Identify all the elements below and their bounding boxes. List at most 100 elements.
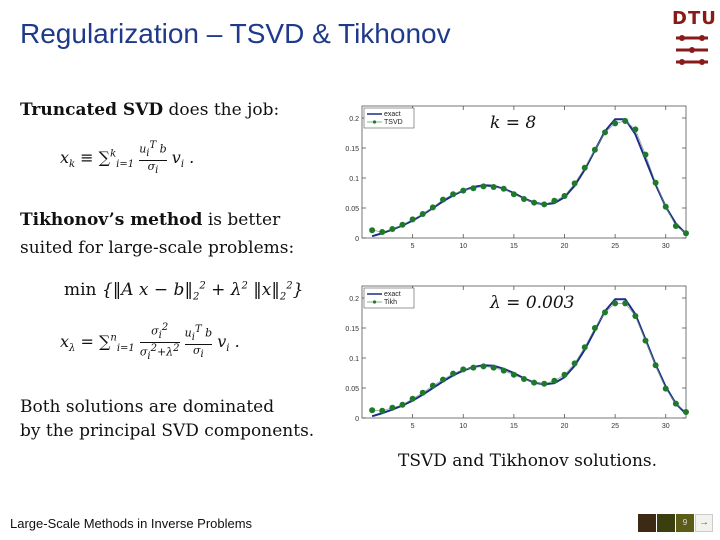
data-point [591,325,598,331]
data-point [531,379,538,386]
x-tick-label: 30 [662,243,670,250]
y-tick-label: 0 [355,416,359,423]
data-point [389,226,396,232]
data-point [541,201,548,208]
data-point [460,187,467,194]
chart-annotation: λ = 0.003 [489,293,575,313]
data-point [531,199,538,206]
x-tick-label: 5 [411,243,415,250]
nav-prev-button[interactable] [657,514,675,532]
both-line2: by the principal SVD components. [20,421,315,441]
series-line-exact [371,118,687,238]
data-point [409,395,416,402]
plot-frame [361,285,687,419]
data-point [612,300,619,307]
data-point [480,183,487,190]
data-point [369,407,376,414]
data-point [521,376,527,382]
nav-first-button[interactable] [638,514,656,532]
legend-label-approx: TSVD [384,119,403,126]
data-point [470,185,477,192]
data-point [500,367,507,374]
data-point [521,196,527,202]
data-point [672,223,679,229]
data-point [450,191,457,198]
tsvd-rest: does the job: [163,100,280,120]
chart-annotation: k = 8 [490,113,536,133]
tsvd-heading: Truncated SVD does the job: [20,100,279,120]
data-point [541,380,548,387]
data-point [490,364,497,371]
data-point [581,164,588,171]
x-tick-label: 25 [611,423,619,430]
data-point [450,370,457,377]
data-point [389,404,396,411]
x-tick-label: 20 [561,243,569,250]
legend-label-exact: exact [384,291,401,298]
figure-caption: TSVD and Tikhonov solutions. [398,451,658,471]
data-point [470,364,477,371]
data-point [399,221,406,228]
y-tick-label: 0.05 [345,386,359,393]
legend-box [363,107,415,129]
both-line1: Both solutions are dominated [20,397,275,417]
data-point [602,309,608,316]
nav-next-arrow-icon[interactable]: → [695,514,713,532]
tikh-rest: is better [202,210,281,230]
data-point [571,180,578,187]
data-point [561,371,568,378]
data-point [662,385,669,392]
data-point [672,400,679,407]
data-point [480,363,487,370]
x-tick-label: 20 [561,423,569,430]
data-point [683,409,689,415]
legend-marker [372,120,377,124]
data-point [460,366,467,373]
data-point [622,118,629,124]
data-point [490,184,497,190]
x-tick-label: 25 [611,243,619,250]
tikh-bold: Tikhonov’s method [20,210,203,230]
data-point [561,193,568,199]
data-point [652,362,659,369]
data-point [429,382,436,389]
tikh-min-formula: min {‖A x − b‖22 + λ2 ‖x‖22} [64,280,304,303]
data-point [581,344,588,351]
data-point [571,360,578,367]
dtu-logo-mark [676,35,708,65]
y-tick-label: 0.15 [345,326,359,333]
data-point [510,191,517,198]
footer-text: Large-Scale Methods in Inverse Problems [10,516,253,531]
y-tick-label: 0.05 [345,206,359,213]
x-tick-label: 5 [411,423,415,430]
y-tick-label: 0.2 [349,116,359,123]
legend-marker [372,300,377,304]
data-point [632,126,639,133]
data-point [379,407,386,414]
data-point [419,389,426,396]
data-point [602,129,608,136]
data-point [419,211,426,217]
legend-label-approx: Tikh [384,299,397,306]
data-point [440,196,446,203]
plot-frame [361,105,687,239]
series-line-exact [371,298,687,418]
x-tick-label: 30 [662,423,670,430]
data-point [369,227,376,234]
y-tick-label: 0.15 [345,146,359,153]
data-point [642,151,649,158]
data-point [551,377,558,384]
legend-label-exact: exact [384,111,401,118]
y-tick-label: 0.2 [349,296,359,303]
data-point [379,229,386,235]
data-point [642,337,649,344]
y-tick-label: 0.1 [349,176,359,183]
dtu-logo-text: DTU [672,8,717,29]
tsvd-bold: Truncated SVD [20,100,164,120]
x-tick-label: 10 [459,423,467,430]
page-number: 9 [676,514,694,532]
